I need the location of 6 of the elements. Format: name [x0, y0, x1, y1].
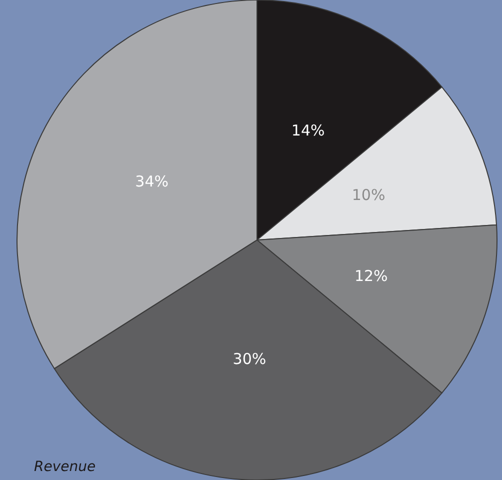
text: Revenue: [34, 459, 96, 475]
data-label: 12%: [354, 267, 388, 286]
data-label: 14%: [291, 122, 325, 140]
data-label: 34%: [135, 172, 169, 190]
data-label: 30%: [232, 350, 266, 368]
data-label: 10%: [352, 186, 386, 204]
